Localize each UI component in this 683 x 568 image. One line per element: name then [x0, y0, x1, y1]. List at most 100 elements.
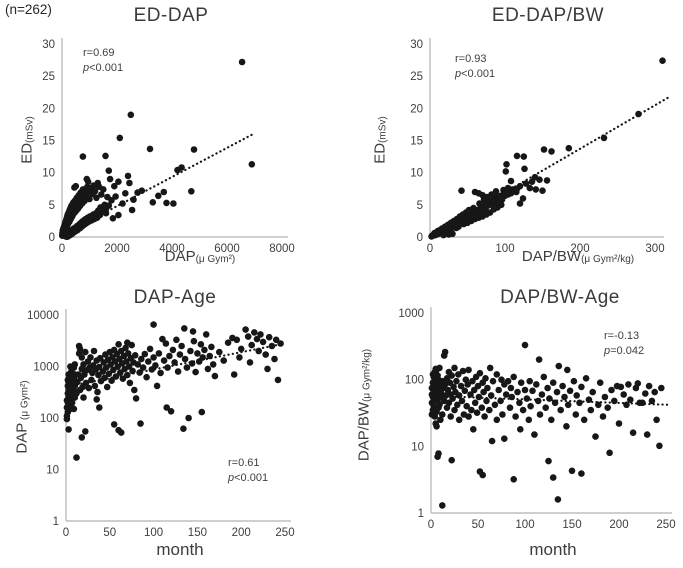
data-point — [606, 449, 613, 457]
data-point — [163, 199, 170, 207]
data-point — [458, 187, 465, 194]
x-tick-label: 0 — [59, 243, 65, 255]
data-point — [526, 184, 534, 192]
data-point — [141, 350, 149, 358]
data-point — [115, 211, 122, 219]
data-point — [532, 186, 540, 193]
data-point — [236, 354, 243, 361]
x-tick-label: 50 — [103, 527, 116, 539]
data-point — [513, 152, 521, 160]
data-point — [199, 354, 206, 361]
y-axis-label-unit: (mSv) — [24, 116, 36, 143]
data-point — [108, 377, 115, 384]
y-tick-label: 1 — [53, 516, 59, 528]
data-point — [608, 386, 615, 394]
y-tick-label: 25 — [410, 71, 423, 83]
x-tick-label: 100 — [144, 527, 163, 539]
data-point — [265, 333, 273, 341]
x-tick-label: 250 — [656, 519, 675, 531]
data-point — [482, 206, 489, 214]
data-point — [493, 416, 501, 424]
x-tick-label: 8000 — [269, 243, 295, 255]
data-point — [82, 428, 89, 435]
data-point — [470, 426, 477, 433]
data-point — [526, 377, 533, 385]
data-point — [651, 388, 658, 396]
data-point — [248, 341, 255, 349]
data-point — [473, 409, 481, 416]
data-point — [455, 223, 462, 230]
data-point — [115, 341, 122, 348]
data-point — [512, 413, 519, 420]
data-point — [653, 416, 660, 424]
data-point — [554, 496, 562, 503]
data-point — [117, 369, 124, 376]
data-point — [648, 397, 656, 405]
data-point — [439, 411, 446, 418]
data-point — [149, 199, 157, 206]
data-point — [566, 387, 574, 395]
data-point — [253, 335, 261, 343]
data-point — [604, 404, 611, 411]
data-point — [451, 364, 458, 372]
y-axis-label: ED(mSv) — [19, 116, 36, 164]
data-point — [510, 373, 517, 381]
data-point — [105, 167, 113, 174]
data-point — [481, 413, 488, 420]
data-point — [119, 375, 127, 382]
data-point — [488, 437, 496, 445]
data-point — [455, 215, 462, 222]
x-tick-label: 0 — [428, 519, 434, 531]
data-point — [625, 381, 632, 388]
data-point — [126, 179, 133, 187]
x-tick-label: 200 — [609, 519, 628, 531]
data-point — [522, 180, 530, 187]
data-point — [134, 361, 142, 368]
data-point — [561, 393, 568, 401]
data-point — [116, 134, 124, 142]
panel-ed-dapbw: 0 100 200 300 0 5 10 15 20 25 30 ED-DAP/BW ED(mSv)… — [341, 0, 683, 284]
data-point — [439, 502, 446, 509]
x-axis-label: DAP(μ Gym²) — [165, 248, 235, 265]
data-point — [538, 391, 546, 398]
data-point — [89, 190, 96, 198]
data-point — [190, 146, 198, 153]
x-axis-label: month — [156, 540, 203, 560]
stats-annotation: r=-0.13 p=0.042 — [604, 329, 644, 359]
data-point — [91, 382, 99, 390]
data-point — [115, 178, 122, 185]
y-axis-label-unit: (μ Gym²/kg) — [361, 348, 373, 402]
y-tick-label: 20 — [42, 103, 55, 115]
data-point — [96, 404, 103, 411]
scatter-plot-ed-dap: 0 2000 4000 6000 8000 0 5 10 15 20 25 30 — [42, 38, 295, 255]
x-tick-label: 150 — [562, 519, 581, 531]
data-point — [166, 352, 173, 360]
data-point — [596, 379, 604, 386]
data-point — [180, 425, 187, 432]
data-point — [447, 413, 454, 420]
data-point — [469, 377, 476, 385]
data-point — [587, 406, 595, 414]
data-point — [211, 372, 219, 380]
panel-title: ED-DAP/BW — [491, 5, 605, 26]
data-point — [470, 215, 477, 222]
data-point — [155, 192, 162, 200]
data-point — [242, 326, 249, 333]
data-point — [188, 188, 195, 195]
data-point — [137, 420, 144, 427]
data-point — [501, 435, 508, 442]
data-point — [527, 402, 534, 410]
data-point — [459, 367, 467, 375]
data-point — [131, 352, 139, 359]
y-tick-label: 25 — [42, 71, 55, 83]
data-point — [98, 191, 105, 198]
data-point — [95, 371, 102, 379]
data-point — [139, 364, 147, 371]
data-point — [449, 230, 456, 238]
data-point — [453, 377, 460, 385]
data-point — [124, 172, 132, 180]
data-point — [454, 401, 461, 409]
data-point — [549, 379, 557, 386]
data-point — [555, 362, 563, 370]
